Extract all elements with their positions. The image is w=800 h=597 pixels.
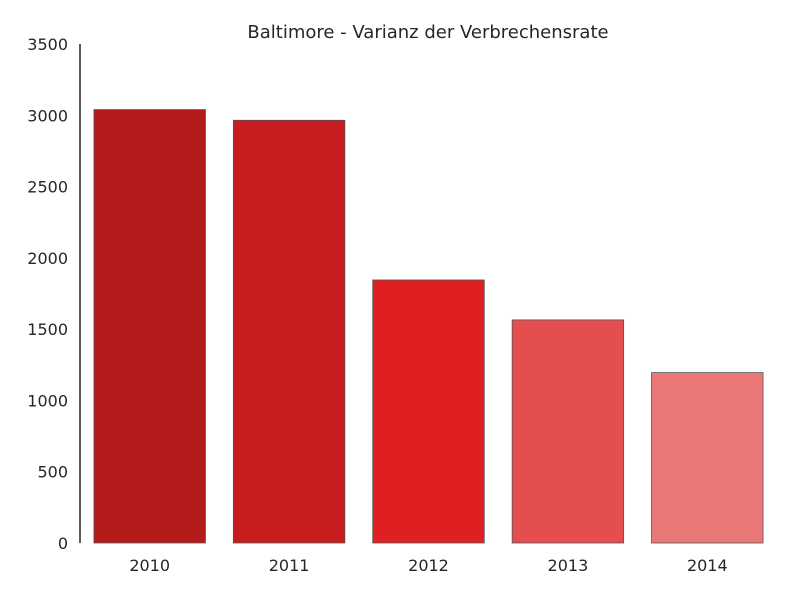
- bar-2012: [372, 279, 485, 544]
- x-tick-label-1: 2011: [269, 556, 310, 575]
- bar-2011: [232, 119, 346, 544]
- chart-title: Baltimore - Varianz der Verbrechensrate: [247, 22, 608, 43]
- y-tick-label-4: 2000: [27, 249, 68, 268]
- x-tick-label-4: 2014: [687, 556, 728, 575]
- y-tick-label-2: 1000: [27, 391, 68, 410]
- y-tick-label-7: 3500: [27, 35, 68, 54]
- y-tick-label-0: 0: [58, 534, 68, 553]
- x-tick-label-3: 2013: [548, 556, 589, 575]
- x-axis-ticks: 2010 2011 2012 2013 2014: [129, 556, 727, 575]
- bars: [93, 109, 764, 544]
- bar-2014: [651, 372, 764, 544]
- x-tick-label-2: 2012: [408, 556, 449, 575]
- y-tick-label-1: 500: [37, 463, 68, 482]
- bar-2013: [511, 319, 625, 544]
- y-tick-label-5: 2500: [27, 178, 68, 197]
- x-tick-label-0: 2010: [129, 556, 170, 575]
- y-axis-ticks: 0 500 1000 1500 2000 2500 3000 3500: [27, 35, 68, 553]
- bar-2010: [93, 109, 206, 544]
- y-tick-label-6: 3000: [27, 106, 68, 125]
- y-tick-label-3: 1500: [27, 320, 68, 339]
